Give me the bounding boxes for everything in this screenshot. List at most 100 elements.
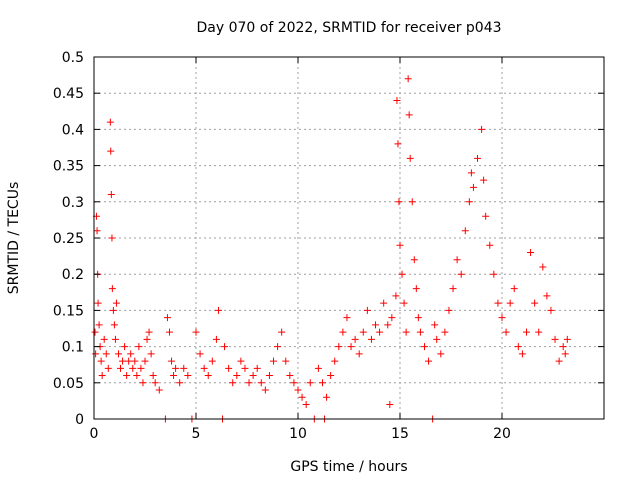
data-point [398, 270, 406, 278]
data-point [498, 314, 506, 322]
y-tick-label: 0.25 [53, 231, 84, 247]
data-point [314, 364, 322, 372]
data-point [208, 357, 216, 365]
data-point [306, 379, 314, 387]
data-point [112, 299, 120, 307]
data-point [95, 321, 103, 329]
data-point [518, 350, 526, 358]
data-point [535, 328, 543, 336]
y-axis-label: SRMTID / TECUs [6, 182, 22, 295]
data-point [168, 357, 176, 365]
data-point [402, 328, 410, 336]
data-point [367, 335, 375, 343]
data-point [412, 285, 420, 293]
data-point [347, 343, 355, 351]
data-point [449, 285, 457, 293]
data-point [561, 350, 569, 358]
data-point [394, 140, 402, 148]
data-point [445, 306, 453, 314]
y-tick-label: 0.3 [62, 195, 84, 211]
data-point [127, 350, 135, 358]
data-point [433, 335, 441, 343]
data-point [386, 401, 394, 409]
data-point [431, 321, 439, 329]
y-tick-labels: 0 0.05 0.1 0.15 0.2 0.25 0.3 0.35 0.4 0.45 0.5 [53, 50, 84, 428]
data-point [94, 299, 102, 307]
data-point [108, 285, 116, 293]
data-point [114, 350, 122, 358]
y-tick-label: 0.05 [53, 376, 84, 392]
y-tick-label: 0.35 [53, 159, 84, 175]
data-point [555, 357, 563, 365]
data-point [392, 292, 400, 300]
data-points [91, 75, 571, 423]
data-point [92, 350, 100, 358]
y-tick-label: 0.15 [53, 303, 84, 319]
data-point [93, 227, 101, 235]
x-tick-label: 0 [90, 426, 99, 442]
data-point [229, 379, 237, 387]
y-tick-label: 0 [75, 412, 84, 428]
data-point [121, 343, 129, 351]
data-point [563, 335, 571, 343]
data-point [351, 335, 359, 343]
data-point [282, 357, 290, 365]
data-point [405, 111, 413, 119]
data-point [261, 386, 269, 394]
data-point [257, 379, 265, 387]
chart-title: Day 070 of 2022, SRMTID for receiver p04… [196, 20, 501, 36]
y-tick-label: 0.4 [62, 122, 84, 138]
data-point [286, 372, 294, 380]
data-point [204, 372, 212, 380]
data-point [155, 386, 163, 394]
data-point [327, 372, 335, 380]
data-point [225, 364, 233, 372]
data-point [420, 343, 428, 351]
data-point [278, 328, 286, 336]
data-point [249, 372, 257, 380]
data-point [400, 299, 408, 307]
data-point [137, 364, 145, 372]
data-point [133, 372, 141, 380]
data-point [290, 379, 298, 387]
data-point [482, 212, 490, 220]
x-tick-label: 5 [192, 426, 201, 442]
x-tick-label: 15 [391, 426, 409, 442]
data-point [376, 328, 384, 336]
y-tick-label: 0.5 [62, 50, 84, 66]
data-point [147, 350, 155, 358]
data-point [91, 328, 99, 336]
data-point [302, 401, 310, 409]
data-point [163, 314, 171, 322]
data-point [97, 357, 105, 365]
x-tick-labels: 0 5 10 15 20 [90, 426, 511, 442]
data-point [467, 169, 475, 177]
data-point [559, 343, 567, 351]
data-point [408, 198, 416, 206]
data-point [184, 372, 192, 380]
data-point [237, 357, 245, 365]
data-point [200, 364, 208, 372]
data-point [172, 364, 180, 372]
data-point [465, 198, 473, 206]
data-point [141, 357, 149, 365]
data-point [196, 350, 204, 358]
data-point [233, 372, 241, 380]
data-point [165, 328, 173, 336]
data-point [453, 256, 461, 264]
data-point [380, 299, 388, 307]
data-point [506, 299, 514, 307]
grid-lines [94, 57, 604, 419]
data-point [510, 285, 518, 293]
axis-ticks [93, 56, 604, 420]
data-point [531, 299, 539, 307]
data-point [335, 343, 343, 351]
data-point [245, 379, 253, 387]
data-point [494, 299, 502, 307]
data-point [547, 306, 555, 314]
data-point [414, 314, 422, 322]
data-point [241, 364, 249, 372]
data-point [214, 306, 222, 314]
data-point [318, 379, 326, 387]
